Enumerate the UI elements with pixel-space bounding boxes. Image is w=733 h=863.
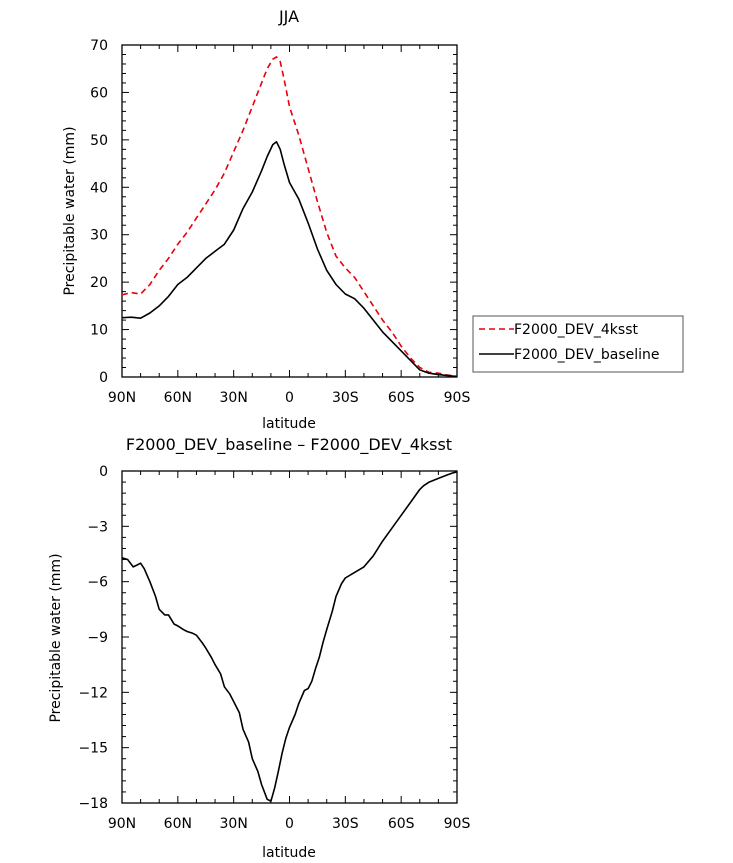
bottom-x-tick-label: 0 — [285, 816, 294, 832]
bottom-x-tick-label: 30N — [220, 816, 248, 832]
bottom-chart-title: F2000_DEV_baseline – F2000_DEV_4ksst — [126, 435, 452, 455]
bottom-x-tick-label: 30S — [332, 816, 359, 832]
top-series-line-0 — [121, 56, 458, 377]
top-y-tick-label: 50 — [90, 133, 108, 149]
bottom-series-line-0 — [121, 471, 458, 803]
bottom-y-tick-label: −3 — [87, 519, 108, 535]
top-ticks — [121, 44, 458, 378]
top-x-tick-label: 30S — [332, 390, 359, 406]
top-x-tick-label: 90N — [108, 390, 136, 406]
bottom-chart: F2000_DEV_baseline – F2000_DEV_4ksst 90N… — [48, 435, 470, 861]
bottom-x-tick-label: 60N — [164, 816, 192, 832]
bottom-y-tick-labels: 0 −3 −6 −9 −12 −15 −18 — [78, 464, 108, 812]
top-plot-frame — [121, 44, 458, 378]
legend: F2000_DEV_4ksst F2000_DEV_baseline — [472, 315, 684, 373]
bottom-x-tick-labels: 90N 60N 30N 0 30S 60S 90S — [108, 816, 471, 832]
top-x-tick-labels: 90N 60N 30N 0 30S 60S 90S — [108, 390, 471, 406]
top-y-tick-labels: 0 10 20 30 40 50 60 70 — [90, 38, 108, 386]
top-x-tick-label: 0 — [285, 390, 294, 406]
top-x-tick-label: 90S — [444, 390, 471, 406]
top-y-tick-label: 40 — [90, 180, 108, 196]
bottom-series-lines — [121, 471, 458, 803]
bottom-x-axis-label: latitude — [262, 845, 316, 861]
top-series-lines — [121, 56, 458, 378]
bottom-y-tick-label: −9 — [87, 630, 108, 646]
top-y-tick-label: 0 — [99, 370, 108, 386]
legend-label-baseline: F2000_DEV_baseline — [514, 347, 660, 363]
top-y-tick-label: 10 — [90, 323, 108, 339]
top-x-axis-label: latitude — [262, 416, 316, 432]
bottom-y-tick-label: 0 — [99, 464, 108, 480]
bottom-y-axis-label: Precipitable water (mm) — [48, 553, 64, 722]
legend-label-4ksst: F2000_DEV_4ksst — [514, 322, 638, 338]
top-x-tick-label: 30N — [220, 390, 248, 406]
top-y-axis-label: Precipitable water (mm) — [62, 126, 78, 295]
top-y-tick-label: 30 — [90, 228, 108, 244]
top-chart-title: JJA — [278, 7, 299, 26]
bottom-plot-frame — [121, 470, 458, 804]
top-y-tick-label: 20 — [90, 275, 108, 291]
top-y-tick-label: 60 — [90, 85, 108, 101]
bottom-x-tick-label: 90S — [444, 816, 471, 832]
bottom-y-tick-label: −18 — [78, 796, 108, 812]
bottom-x-tick-label: 60S — [388, 816, 415, 832]
top-y-tick-label: 70 — [90, 38, 108, 54]
top-chart: JJA 90N 60N 30N 0 30S 60S 90S 010203040506070 … — [62, 7, 470, 432]
top-x-tick-label: 60N — [164, 390, 192, 406]
legend-box — [472, 315, 684, 373]
bottom-y-tick-label: −6 — [87, 575, 108, 591]
bottom-ticks — [121, 470, 458, 804]
bottom-x-tick-label: 90N — [108, 816, 136, 832]
bottom-y-tick-label: −15 — [78, 741, 108, 757]
top-series-line-1 — [121, 141, 458, 378]
bottom-y-tick-label: −12 — [78, 685, 108, 701]
top-x-tick-label: 60S — [388, 390, 415, 406]
